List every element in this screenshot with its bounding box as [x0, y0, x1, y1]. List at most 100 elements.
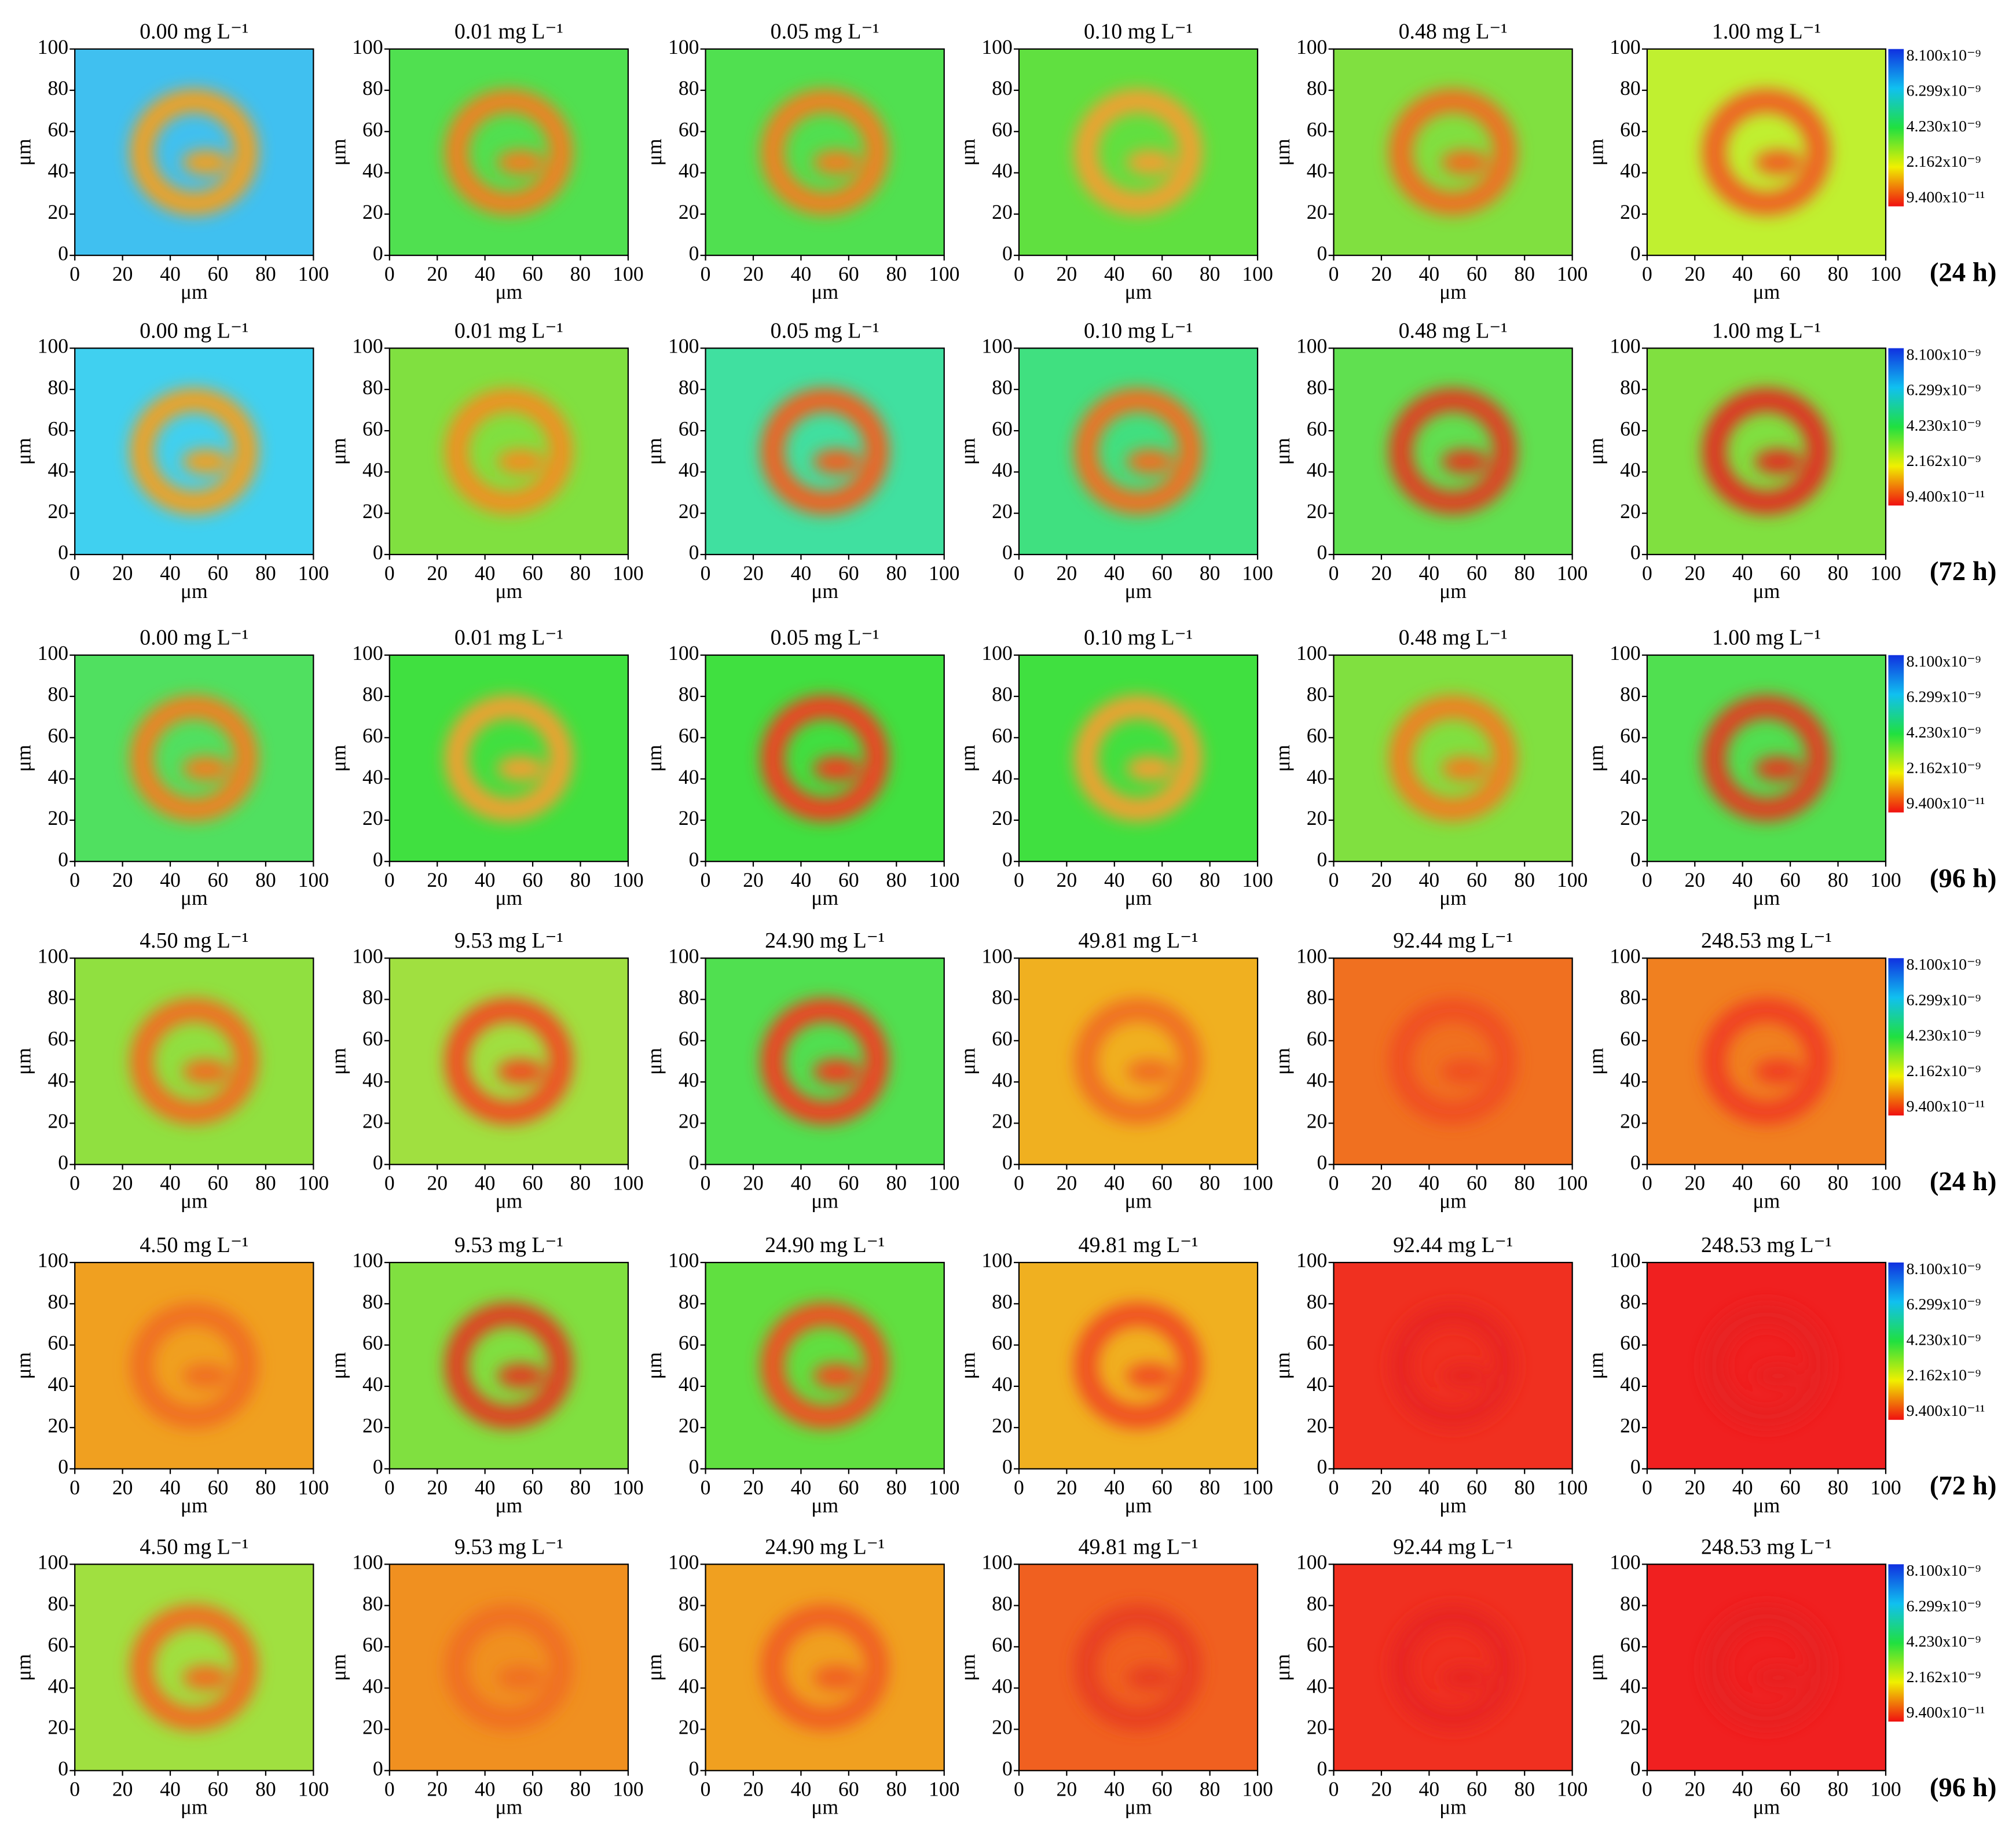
heatmap: 0 20 40 60 80 100 0 20 40 60 80 100 μm μm 9.53 mg L⁻¹: [327, 1535, 643, 1818]
panel-title: 4.50 mg L⁻¹: [140, 928, 248, 953]
x-tick-label: 0: [1329, 1778, 1339, 1801]
x-axis-label: μm: [811, 1190, 838, 1213]
y-tick-label: 20: [47, 1110, 68, 1133]
panel-title: 24.90 mg L⁻¹: [765, 1535, 885, 1559]
heatmap: 0 20 40 60 80 100 0 20 40 60 80 100 μm μm 0.01 mg L⁻¹: [327, 318, 643, 602]
panel-title: 9.53 mg L⁻¹: [454, 1233, 563, 1257]
y-tick-label: 80: [47, 376, 68, 399]
heatmap-ring: [1074, 998, 1203, 1125]
y-tick-label: 40: [679, 458, 699, 482]
heatmap: 0 20 40 60 80 100 0 20 40 60 80 100 μm μm 92.44 mg L⁻¹: [1271, 928, 1588, 1212]
colorbar-label: 4.230x10⁻⁹: [1907, 1027, 1981, 1045]
y-tick-label: 0: [1002, 241, 1013, 265]
heatmap: 0 20 40 60 80 100 0 20 40 60 80 100 μm μm 0.05 mg L⁻¹: [643, 626, 959, 909]
heatmap-image: [1018, 348, 1258, 555]
y-tick-label: 60: [47, 417, 68, 440]
y-tick-label: 60: [679, 1633, 699, 1656]
heatmap-ring: [130, 388, 258, 515]
y-tick-label: 40: [1307, 458, 1328, 482]
x-tick-label: 60: [1780, 1172, 1801, 1195]
x-tick-label: 80: [255, 1778, 276, 1801]
heatmap-features: [1074, 998, 1203, 1125]
y-tick-label: 0: [58, 241, 68, 265]
heatmap-features: [1388, 89, 1518, 216]
x-tick-label: 80: [1514, 1778, 1535, 1801]
y-tick-label: 40: [1307, 765, 1328, 788]
heatmap-spot: [1126, 1059, 1174, 1084]
x-tick-label: 20: [112, 1476, 133, 1499]
panel-title: 92.44 mg L⁻¹: [1393, 1233, 1513, 1257]
heatmap-features: [445, 1302, 573, 1429]
x-tick-label: 60: [1152, 1172, 1172, 1195]
x-tick-label: 100: [1870, 262, 1901, 285]
x-tick-label: 20: [743, 868, 764, 891]
y-tick-label: 0: [1630, 1455, 1641, 1478]
x-tick-label: 20: [427, 1172, 448, 1195]
colorbar-label: 8.100x10⁻⁹: [1907, 652, 1981, 670]
heatmap: 0 20 40 60 80 100 0 20 40 60 80 100 μm μm 4.50 mg L⁻¹: [12, 928, 329, 1212]
x-tick-label: 100: [298, 262, 329, 285]
x-axis-label: μm: [1439, 1190, 1467, 1213]
x-tick-label: 80: [1200, 1778, 1220, 1801]
heatmap-ring: [1074, 1604, 1203, 1731]
x-tick-label: 0: [384, 1172, 395, 1195]
heatmap: 0 20 40 60 80 100 0 20 40 60 80 100 μm μm 0.05 mg L⁻¹: [643, 20, 959, 303]
y-axis-label: μm: [1584, 1654, 1607, 1681]
y-axis-label: μm: [1271, 744, 1294, 772]
x-tick-label: 40: [1419, 262, 1440, 285]
x-tick-label: 40: [1419, 1778, 1440, 1801]
x-tick-label: 40: [791, 1172, 812, 1195]
y-tick-label: 60: [362, 417, 383, 440]
x-axis-label: μm: [495, 280, 522, 303]
heatmap-features: [130, 388, 258, 515]
panel-title: 0.05 mg L⁻¹: [771, 20, 879, 44]
heatmap: 0 20 40 60 80 100 0 20 40 60 80 100 μm μm 248.53 mg L⁻…: [1584, 1233, 1901, 1517]
y-tick-label: 60: [47, 118, 68, 141]
y-tick-label: 100: [981, 335, 1012, 358]
colorbar: [1888, 49, 1904, 207]
y-tick-label: 20: [992, 1716, 1013, 1739]
y-tick-label: 20: [679, 1414, 699, 1437]
y-tick-label: 0: [1630, 1757, 1641, 1780]
x-tick-label: 40: [1104, 262, 1125, 285]
heatmap-ring: [445, 1604, 573, 1731]
y-tick-label: 0: [689, 1455, 699, 1478]
x-tick-label: 100: [929, 1778, 959, 1801]
x-tick-label: 80: [570, 1476, 591, 1499]
heatmap-image: [1018, 49, 1258, 256]
y-tick-label: 20: [47, 1716, 68, 1739]
x-tick-label: 0: [69, 1778, 80, 1801]
y-tick-label: 60: [1620, 1331, 1641, 1355]
y-axis-label: μm: [12, 138, 35, 166]
x-tick-label: 0: [384, 1778, 395, 1801]
y-tick-label: 100: [352, 1550, 383, 1573]
colorbar-label: 8.100x10⁻⁹: [1907, 1260, 1981, 1278]
x-tick-label: 40: [1104, 1778, 1125, 1801]
plot-frame: [388, 654, 629, 863]
y-axis-label: μm: [643, 1048, 666, 1075]
x-axis-label: μm: [495, 1796, 522, 1819]
plot-frame: [705, 1261, 945, 1470]
y-tick-label: 60: [362, 1331, 383, 1355]
x-axis-label: μm: [811, 579, 838, 603]
heatmap-spot: [182, 1665, 230, 1690]
y-tick-label: 100: [668, 944, 699, 967]
x-tick-label: 0: [384, 561, 395, 585]
y-tick-label: 60: [47, 1331, 68, 1355]
colorbar-label: 9.400x10⁻¹¹: [1907, 188, 1985, 206]
x-tick-label: 20: [743, 1172, 764, 1195]
colorbar-label: 4.230x10⁻⁹: [1907, 724, 1981, 742]
heatmap-image: [389, 348, 628, 555]
y-axis-label: μm: [956, 744, 979, 772]
panel-title: 0.05 mg L⁻¹: [771, 318, 879, 343]
y-tick-label: 20: [992, 1414, 1013, 1437]
y-tick-label: 0: [1317, 1151, 1328, 1174]
heatmap-ring: [1388, 1302, 1518, 1429]
panel-title: 0.10 mg L⁻¹: [1084, 20, 1193, 44]
x-tick-label: 100: [1557, 868, 1588, 891]
x-axis-label: μm: [811, 280, 838, 303]
y-tick-label: 60: [362, 1633, 383, 1656]
y-tick-label: 20: [47, 200, 68, 223]
panel-title: 0.10 mg L⁻¹: [1084, 318, 1193, 343]
x-tick-label: 80: [886, 1778, 907, 1801]
